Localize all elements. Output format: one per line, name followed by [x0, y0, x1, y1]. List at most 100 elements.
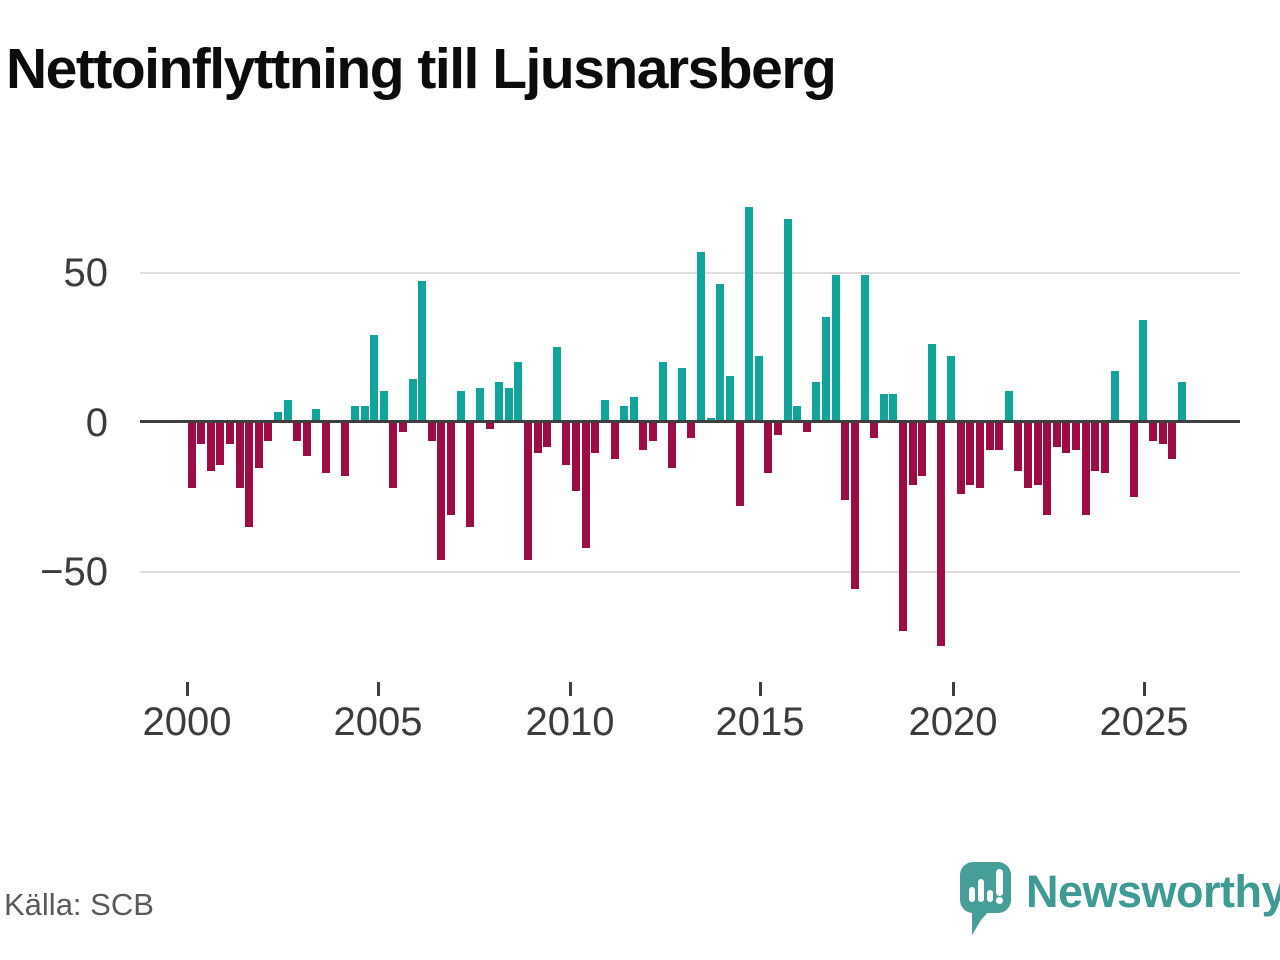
bar: [466, 423, 475, 527]
logo-exclamation-icon: [996, 869, 1003, 896]
bar: [764, 423, 773, 474]
bar: [783, 219, 792, 421]
zero-axis-line: [140, 420, 1240, 423]
bar: [1024, 423, 1032, 489]
bar: [793, 406, 802, 421]
x-axis-label-2005: 2005: [333, 700, 423, 744]
bar: [1100, 423, 1109, 474]
x-tick-2020: [952, 682, 955, 696]
bar: [427, 423, 436, 441]
bar: [1129, 423, 1138, 498]
bar: [437, 423, 446, 560]
logo-exclamation-dot-icon: [996, 897, 1003, 904]
bar: [408, 379, 417, 421]
bar: [841, 423, 850, 501]
bar: [610, 423, 619, 459]
bar: [572, 423, 581, 492]
bar: [1081, 423, 1090, 516]
bar: [831, 275, 840, 421]
bar: [860, 275, 869, 421]
bar: [524, 423, 533, 560]
bar: [668, 423, 677, 468]
bar: [697, 251, 706, 421]
logo-tail: [972, 910, 990, 935]
bar: [283, 400, 292, 421]
x-axis-label-2000: 2000: [142, 700, 232, 744]
bar: [581, 423, 590, 548]
bar: [235, 423, 244, 489]
bar: [1168, 423, 1177, 459]
bar: [1033, 423, 1042, 486]
bar: [745, 207, 754, 421]
bar: [254, 423, 263, 468]
bar: [1158, 423, 1167, 444]
bar: [245, 423, 254, 527]
bar: [341, 423, 350, 477]
bar: [947, 355, 956, 421]
bar: [870, 423, 879, 438]
bar: [533, 423, 542, 453]
newsworthy-logo-icon: [960, 862, 1011, 913]
x-tick-2010: [569, 682, 572, 696]
bar: [899, 423, 907, 631]
logo-bar-icon: [969, 887, 975, 902]
bar: [1043, 423, 1052, 516]
x-axis-label-2025: 2025: [1099, 700, 1189, 744]
y-axis-label-neg50: −50: [40, 550, 108, 594]
x-tick-2005: [377, 682, 380, 696]
bar: [889, 394, 898, 421]
bar: [485, 423, 494, 429]
bar: [399, 423, 408, 432]
bar: [620, 406, 629, 421]
bar: [543, 423, 552, 447]
bar: [350, 406, 359, 421]
x-axis-label-2015: 2015: [715, 700, 805, 744]
bar: [600, 400, 609, 421]
bar: [216, 423, 225, 465]
bar: [360, 406, 369, 421]
bar: [1110, 370, 1119, 421]
source-label: Källa: SCB: [4, 887, 154, 922]
bar: [187, 423, 196, 489]
bar: [552, 346, 561, 421]
bar: [649, 423, 658, 441]
bar: [389, 423, 398, 489]
bar: [206, 423, 215, 471]
bar: [370, 334, 379, 421]
logo-bar-icon: [978, 879, 984, 902]
bar: [754, 355, 763, 421]
bar: [822, 317, 831, 421]
bar: [264, 423, 273, 441]
bar: [735, 423, 744, 507]
bar: [514, 361, 523, 421]
bar: [475, 388, 484, 421]
bar: [274, 412, 283, 421]
bar: [1004, 391, 1013, 421]
bar: [658, 361, 667, 421]
bar: [447, 423, 456, 516]
bar: [322, 423, 331, 474]
bar: [312, 409, 321, 421]
bar: [293, 423, 302, 441]
bar: [802, 423, 811, 432]
bar: [716, 284, 725, 421]
bar: [495, 382, 504, 421]
bar: [966, 423, 975, 486]
bar: [1072, 423, 1081, 450]
bar: [562, 423, 571, 465]
bar: [985, 423, 994, 450]
bar: [956, 423, 965, 495]
x-tick-2025: [1143, 682, 1146, 696]
bar: [1062, 423, 1071, 453]
bar: [995, 423, 1004, 450]
bar: [908, 423, 917, 486]
bar: [629, 397, 638, 421]
bar: [774, 423, 782, 435]
bar: [687, 423, 696, 438]
bar: [1139, 320, 1148, 421]
newsworthy-wordmark: Newsworthy: [1026, 866, 1280, 917]
gridline-50: [140, 272, 1240, 274]
bar: [302, 423, 311, 456]
bar: [1149, 423, 1157, 441]
bar: [456, 391, 465, 421]
